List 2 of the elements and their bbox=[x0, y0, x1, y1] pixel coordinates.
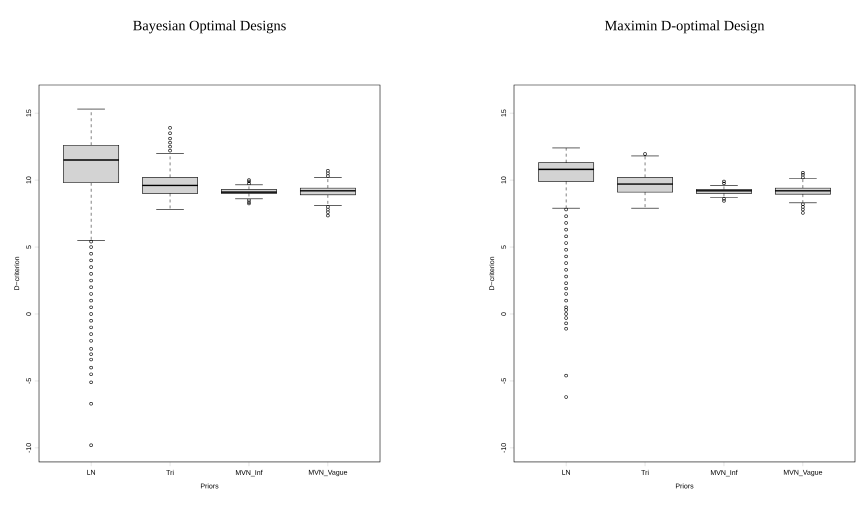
chart-title: Bayesian Optimal Designs bbox=[133, 20, 286, 34]
chart-title: Maximin D-optimal Design bbox=[604, 20, 764, 34]
